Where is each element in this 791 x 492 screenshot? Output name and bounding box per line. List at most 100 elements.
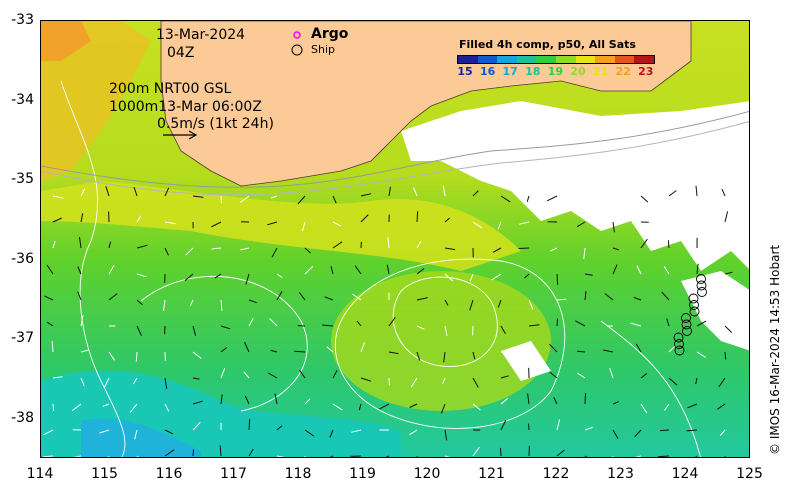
current-vector-arrow [444,429,448,441]
current-vector-arrow [304,247,311,254]
current-vector-arrow [469,299,474,311]
current-vector-arrow [294,350,306,353]
current-vector-arrow [136,215,142,223]
current-vector-arrow [388,186,391,197]
x-axis-tick-label: 118 [284,466,312,482]
current-vector-arrow [163,299,166,311]
current-vector-arrow [721,188,726,197]
current-vector-arrow [43,455,54,457]
shelf-warm-band [41,181,521,271]
current-vector-arrow [497,299,502,308]
ship-label: Ship [311,43,335,56]
current-vector-arrow [211,221,222,228]
current-vector-arrow [301,221,306,232]
current-vector-arrow [245,273,250,285]
current-vector-arrow [360,193,372,197]
current-vector-arrow [696,263,699,275]
current-vector-arrow [360,214,369,223]
current-vector-arrow [416,211,419,223]
current-vector-arrow [577,195,586,200]
scale-arrow-icon [163,130,198,140]
current-vector-arrow [102,403,110,407]
current-vector-arrow [546,195,558,202]
map-date: 13-Mar-2024 [156,27,246,43]
current-vector-arrow [52,240,56,249]
current-vector-arrow [584,426,593,431]
current-vector-arrow [108,351,116,361]
current-vector-arrow [185,247,194,256]
current-vector-arrow [500,351,512,356]
current-vector-arrow [549,343,558,353]
current-vector-arrow [379,403,390,410]
current-vector-arrow [387,237,390,249]
current-vector-arrow [724,299,736,303]
current-vector-arrow [442,185,446,197]
current-vector-arrow [696,351,707,358]
sst-map [41,21,749,457]
current-vector-arrow [687,403,698,409]
current-vector-arrow [724,271,733,275]
current-vector-arrow [244,341,250,353]
current-vector-arrow [584,392,586,405]
current-vector-arrow [239,195,250,203]
current-vector-arrow [108,264,115,275]
x-axis-tick-label: 125 [736,466,763,482]
current-vector-arrow [556,273,559,285]
current-vector-arrow [500,447,502,457]
current-vector-arrow [220,325,231,330]
current-vector-arrow [358,403,362,411]
color-scale-swatch [477,56,498,63]
ship-position-marker [681,313,691,323]
current-vector-arrow [274,393,278,405]
x-axis-tick-label: 116 [155,466,183,482]
y-axis-tick-label: -33 [11,12,34,28]
ship-position-marker [689,306,700,317]
current-vector-arrow [360,377,372,382]
current-vector-arrow [609,367,614,379]
credit-text: © IMOS 16-Mar-2024 14:53 Hobart [768,244,782,455]
current-vector-arrow [354,265,362,275]
current-vector-arrow [584,290,587,301]
current-vector-arrow [527,393,530,405]
current-vector-arrow [695,185,698,197]
current-vector-arrow [77,291,82,301]
warm-water-patch [41,21,151,181]
current-vector-arrow [248,317,254,327]
current-vector-arrow [584,273,593,276]
current-vector-arrow [220,347,228,353]
current-vector-arrow [634,429,642,438]
current-vector-arrow [528,346,533,353]
current-vector-arrow [717,403,726,410]
current-vector-arrow [500,195,511,203]
current-vector-arrow [79,237,82,249]
current-vector-arrow [240,247,250,251]
current-vector-arrow [164,247,169,256]
current-vector-arrow [577,350,586,353]
current-vector-arrow [695,377,698,385]
current-vector-arrow [322,324,334,327]
current-vector-arrow [500,375,509,379]
current-vector-arrow [189,299,194,307]
legend-value-label: 20 [570,65,586,78]
current-vector-arrow [469,273,474,282]
current-vector-arrow [304,266,314,275]
current-vector-arrow [192,400,203,405]
current-vector-arrow [270,349,278,353]
current-vector-arrow [43,429,54,436]
current-vector-arrow [136,273,147,278]
color-scale-swatch [575,56,596,63]
current-vector-arrow [192,377,200,380]
current-vector-arrow [304,429,315,437]
map-plot-area[interactable]: 13-Mar-2024 04Z 200m NRT00 GSL 1000m13-M… [40,20,750,458]
current-vector-arrow [192,351,202,359]
current-vector-arrow [640,238,648,249]
x-axis-tick-label: 117 [220,466,247,482]
current-vector-arrow [524,273,530,279]
current-vector-arrow [164,403,170,412]
current-vector-arrow [416,325,425,330]
current-vector-arrow [500,397,509,405]
current-vector-arrow [635,343,642,353]
current-vector-arrow [444,299,449,306]
color-scale-swatch [497,56,517,63]
legend-value-label: 15 [457,65,473,78]
